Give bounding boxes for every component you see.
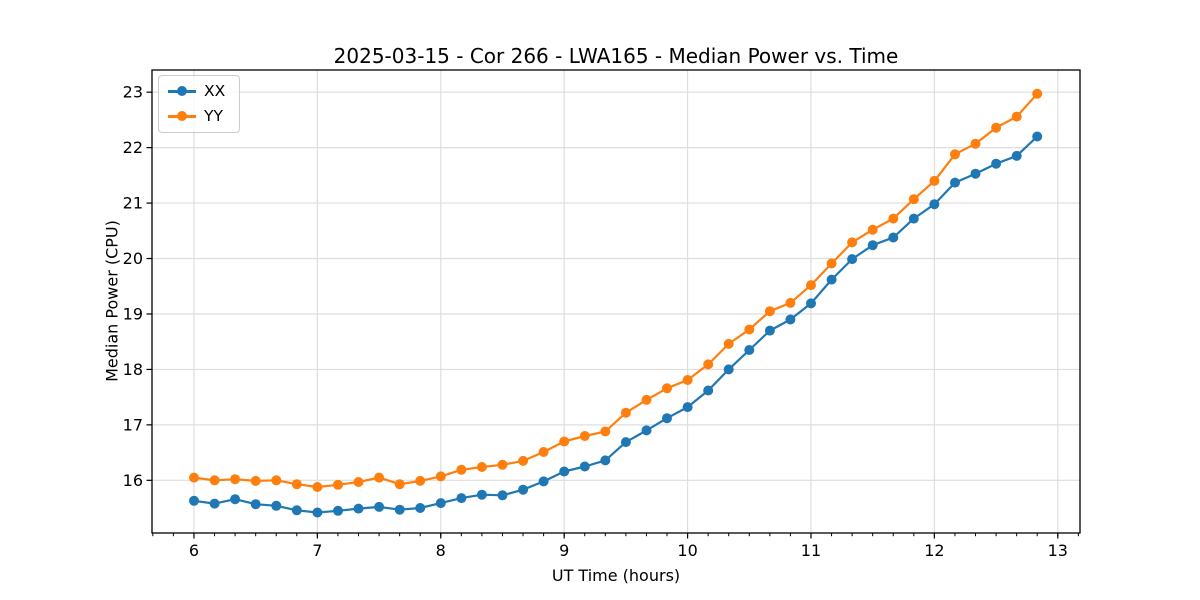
legend-line-sample bbox=[168, 86, 196, 97]
x-axis-label: UT Time (hours) bbox=[551, 566, 681, 585]
svg-text:17: 17 bbox=[123, 415, 143, 434]
svg-text:23: 23 bbox=[123, 83, 143, 102]
y-axis-label: Median Power (CPU) bbox=[102, 220, 122, 382]
svg-text:13: 13 bbox=[1048, 541, 1068, 560]
svg-text:11: 11 bbox=[801, 541, 821, 560]
legend-label: YY bbox=[204, 106, 223, 125]
svg-text:18: 18 bbox=[123, 360, 143, 379]
legend-item-yy: YY bbox=[168, 106, 225, 127]
svg-text:8: 8 bbox=[436, 541, 446, 560]
svg-text:12: 12 bbox=[924, 541, 944, 560]
svg-text:9: 9 bbox=[559, 541, 569, 560]
legend-marker-icon bbox=[177, 111, 187, 122]
legend-item-xx: XX bbox=[168, 81, 225, 102]
svg-text:6: 6 bbox=[189, 541, 199, 560]
chart-title: 2025-03-15 - Cor 266 - LWA165 - Median P… bbox=[333, 44, 899, 68]
svg-text:21: 21 bbox=[123, 194, 143, 213]
svg-text:10: 10 bbox=[677, 541, 697, 560]
legend-label: XX bbox=[204, 81, 226, 100]
legend-line-sample bbox=[168, 111, 196, 122]
svg-text:7: 7 bbox=[312, 541, 322, 560]
svg-text:22: 22 bbox=[123, 138, 143, 157]
svg-text:16: 16 bbox=[123, 471, 143, 490]
svg-text:19: 19 bbox=[123, 304, 143, 323]
legend: XX YY bbox=[158, 75, 241, 133]
legend-marker-icon bbox=[177, 86, 187, 97]
svg-text:20: 20 bbox=[123, 249, 143, 268]
